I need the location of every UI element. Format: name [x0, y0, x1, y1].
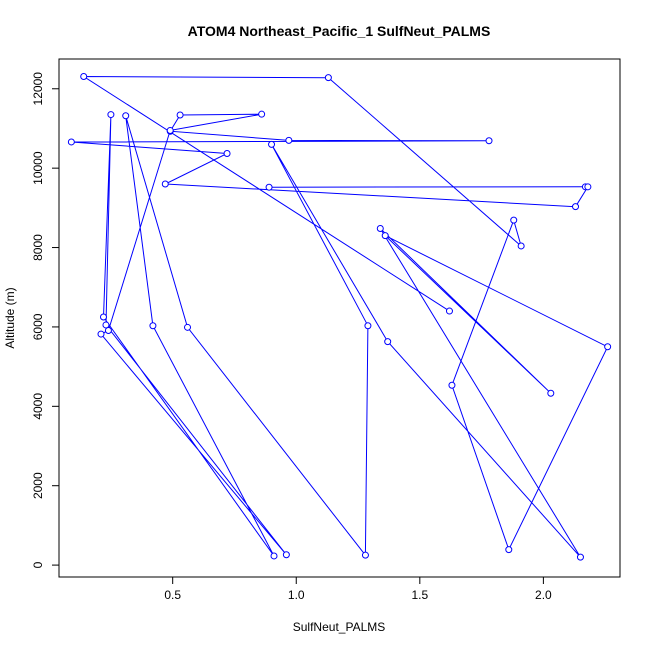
x-tick-label: 1.5 — [411, 588, 428, 602]
data-point — [448, 381, 456, 389]
data-point — [80, 72, 88, 80]
data-point — [604, 343, 612, 351]
data-point — [547, 389, 555, 397]
x-tick-label: 0.5 — [164, 588, 181, 602]
data-point — [584, 183, 592, 191]
data-point — [517, 242, 525, 250]
series-layer — [67, 72, 612, 561]
data-point — [324, 74, 332, 82]
y-tick-label: 0 — [31, 561, 45, 568]
data-point — [572, 203, 580, 211]
data-point — [104, 327, 112, 335]
x-tick-label: 2.0 — [535, 588, 552, 602]
data-point — [107, 111, 115, 119]
data-point — [149, 322, 157, 330]
data-point — [364, 322, 372, 330]
data-point — [184, 323, 192, 331]
data-point — [258, 110, 266, 118]
data-point — [282, 551, 290, 559]
x-tick-label: 1.0 — [288, 588, 305, 602]
data-point — [285, 136, 293, 144]
data-point — [176, 111, 184, 119]
data-point — [384, 338, 392, 346]
data-point — [361, 551, 369, 559]
data-point — [376, 224, 384, 232]
y-tick-label: 2000 — [31, 472, 45, 499]
data-point — [99, 313, 107, 321]
y-tick-label: 4000 — [31, 393, 45, 420]
data-point — [265, 183, 273, 191]
data-point — [161, 180, 169, 188]
y-tick-label: 10000 — [31, 151, 45, 185]
data-point — [445, 307, 453, 315]
data-point — [510, 216, 518, 224]
data-point — [270, 552, 278, 560]
data-point — [485, 137, 493, 145]
data-point — [166, 126, 174, 134]
data-point — [97, 330, 105, 338]
y-axis: 0 2000 4000 6000 8000 10000 12000 — [31, 72, 60, 568]
y-tick-label: 8000 — [31, 234, 45, 261]
data-point — [223, 149, 231, 157]
data-point — [67, 138, 75, 146]
data-point — [505, 546, 513, 554]
x-axis-label: SulfNeut_PALMS — [293, 620, 386, 634]
data-point — [122, 112, 130, 120]
x-axis: 0.5 1.0 1.5 2.0 — [164, 576, 552, 602]
y-axis-label: Altitude (m) — [3, 287, 17, 348]
data-point — [268, 140, 276, 148]
y-tick-label: 6000 — [31, 313, 45, 340]
data-point — [381, 232, 389, 240]
data-point — [576, 553, 584, 561]
chart-title: ATOM4 Northeast_Pacific_1 SulfNeut_PALMS — [188, 23, 491, 39]
y-tick-label: 12000 — [31, 72, 45, 106]
data-point — [102, 321, 110, 329]
